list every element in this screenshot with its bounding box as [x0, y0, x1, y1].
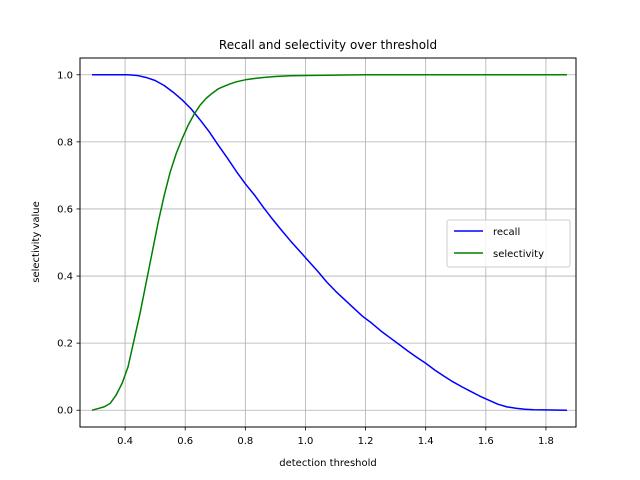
legend-label-selectivity: selectivity — [493, 249, 544, 260]
x-tick-label: 1.6 — [478, 436, 494, 447]
x-axis-label: detection threshold — [279, 458, 377, 469]
legend-label-recall: recall — [493, 227, 520, 238]
ticks: 0.4 0.6 0.8 1.0 1.2 1.4 1.6 1.8 0.0 0.2 0.4 0.6 0.8 1… — [57, 70, 554, 447]
legend: recall selectivity — [446, 219, 571, 268]
y-tick-label: 0.0 — [57, 406, 73, 417]
y-tick-label: 0.8 — [57, 137, 73, 148]
x-tick-label: 1.2 — [358, 436, 374, 447]
x-tick-label: 1.4 — [418, 436, 434, 447]
x-tick-label: 1.8 — [538, 436, 554, 447]
chart-title: Recall and selectivity over threshold — [219, 38, 437, 52]
y-axis-label: selectivity value — [31, 201, 42, 283]
x-tick-label: 1.0 — [298, 436, 314, 447]
y-tick-label: 0.6 — [57, 204, 73, 215]
y-tick-label: 0.4 — [57, 272, 73, 283]
x-tick-label: 0.8 — [237, 436, 253, 447]
plot-area-frame — [79, 57, 577, 428]
y-tick-label: 1.0 — [57, 70, 73, 81]
series-line-selectivity — [91, 74, 567, 411]
series-line-recall — [92, 74, 567, 411]
series-layer — [91, 74, 567, 411]
x-tick-label: 0.6 — [177, 436, 193, 447]
x-tick-label: 0.4 — [117, 436, 133, 447]
y-tick-label: 0.2 — [57, 339, 73, 350]
